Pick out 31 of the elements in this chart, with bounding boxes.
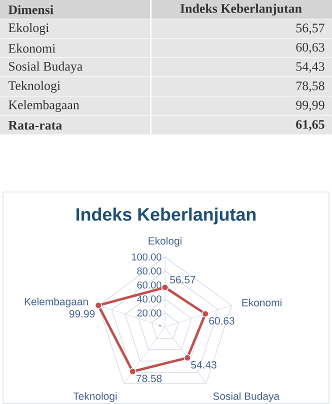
- spoke-label: Ekologi: [148, 236, 182, 247]
- y-tick-label: 80.00: [137, 267, 162, 275]
- data-label: 60.63: [209, 317, 234, 325]
- text: Ekologi: [8, 23, 49, 35]
- text: Dimensi: [8, 5, 54, 14]
- spoke-label: Sosial Budaya: [213, 392, 280, 402]
- text: 78,58: [296, 81, 324, 92]
- data-label: 56.57: [170, 276, 196, 284]
- text: 56,57: [296, 24, 324, 34]
- text: 61,65: [296, 120, 324, 131]
- chart-title: Indeks Keberlanjutan: [76, 208, 256, 224]
- text: Sosial Budaya: [9, 62, 82, 74]
- data-label: 99.99: [69, 310, 95, 318]
- spoke-label: Kelembagaan: [24, 298, 88, 308]
- text: Teknologi: [8, 80, 60, 93]
- spoke-label: Ekonomi: [242, 298, 282, 306]
- y-tick-label: 100.00: [132, 253, 162, 261]
- y-tick-label: 40.00: [137, 295, 162, 303]
- text: Indeks Keberlanjutan: [180, 4, 302, 16]
- text: Ekonomi: [8, 44, 56, 53]
- data-label: 54.43: [191, 361, 216, 369]
- data-label: 78.58: [136, 374, 162, 382]
- y-tick-label: 60.00: [137, 281, 162, 289]
- y-tick-label: 20.00: [137, 309, 162, 317]
- text: 60,63: [296, 42, 324, 54]
- y-tick-label: -: [158, 325, 162, 326]
- text: Rata-rata: [8, 121, 62, 130]
- text: Kelembagaan: [8, 100, 80, 112]
- spoke-label: Teknologi: [73, 392, 117, 402]
- text: 99,99: [296, 100, 324, 112]
- text: 54,43: [296, 62, 324, 73]
